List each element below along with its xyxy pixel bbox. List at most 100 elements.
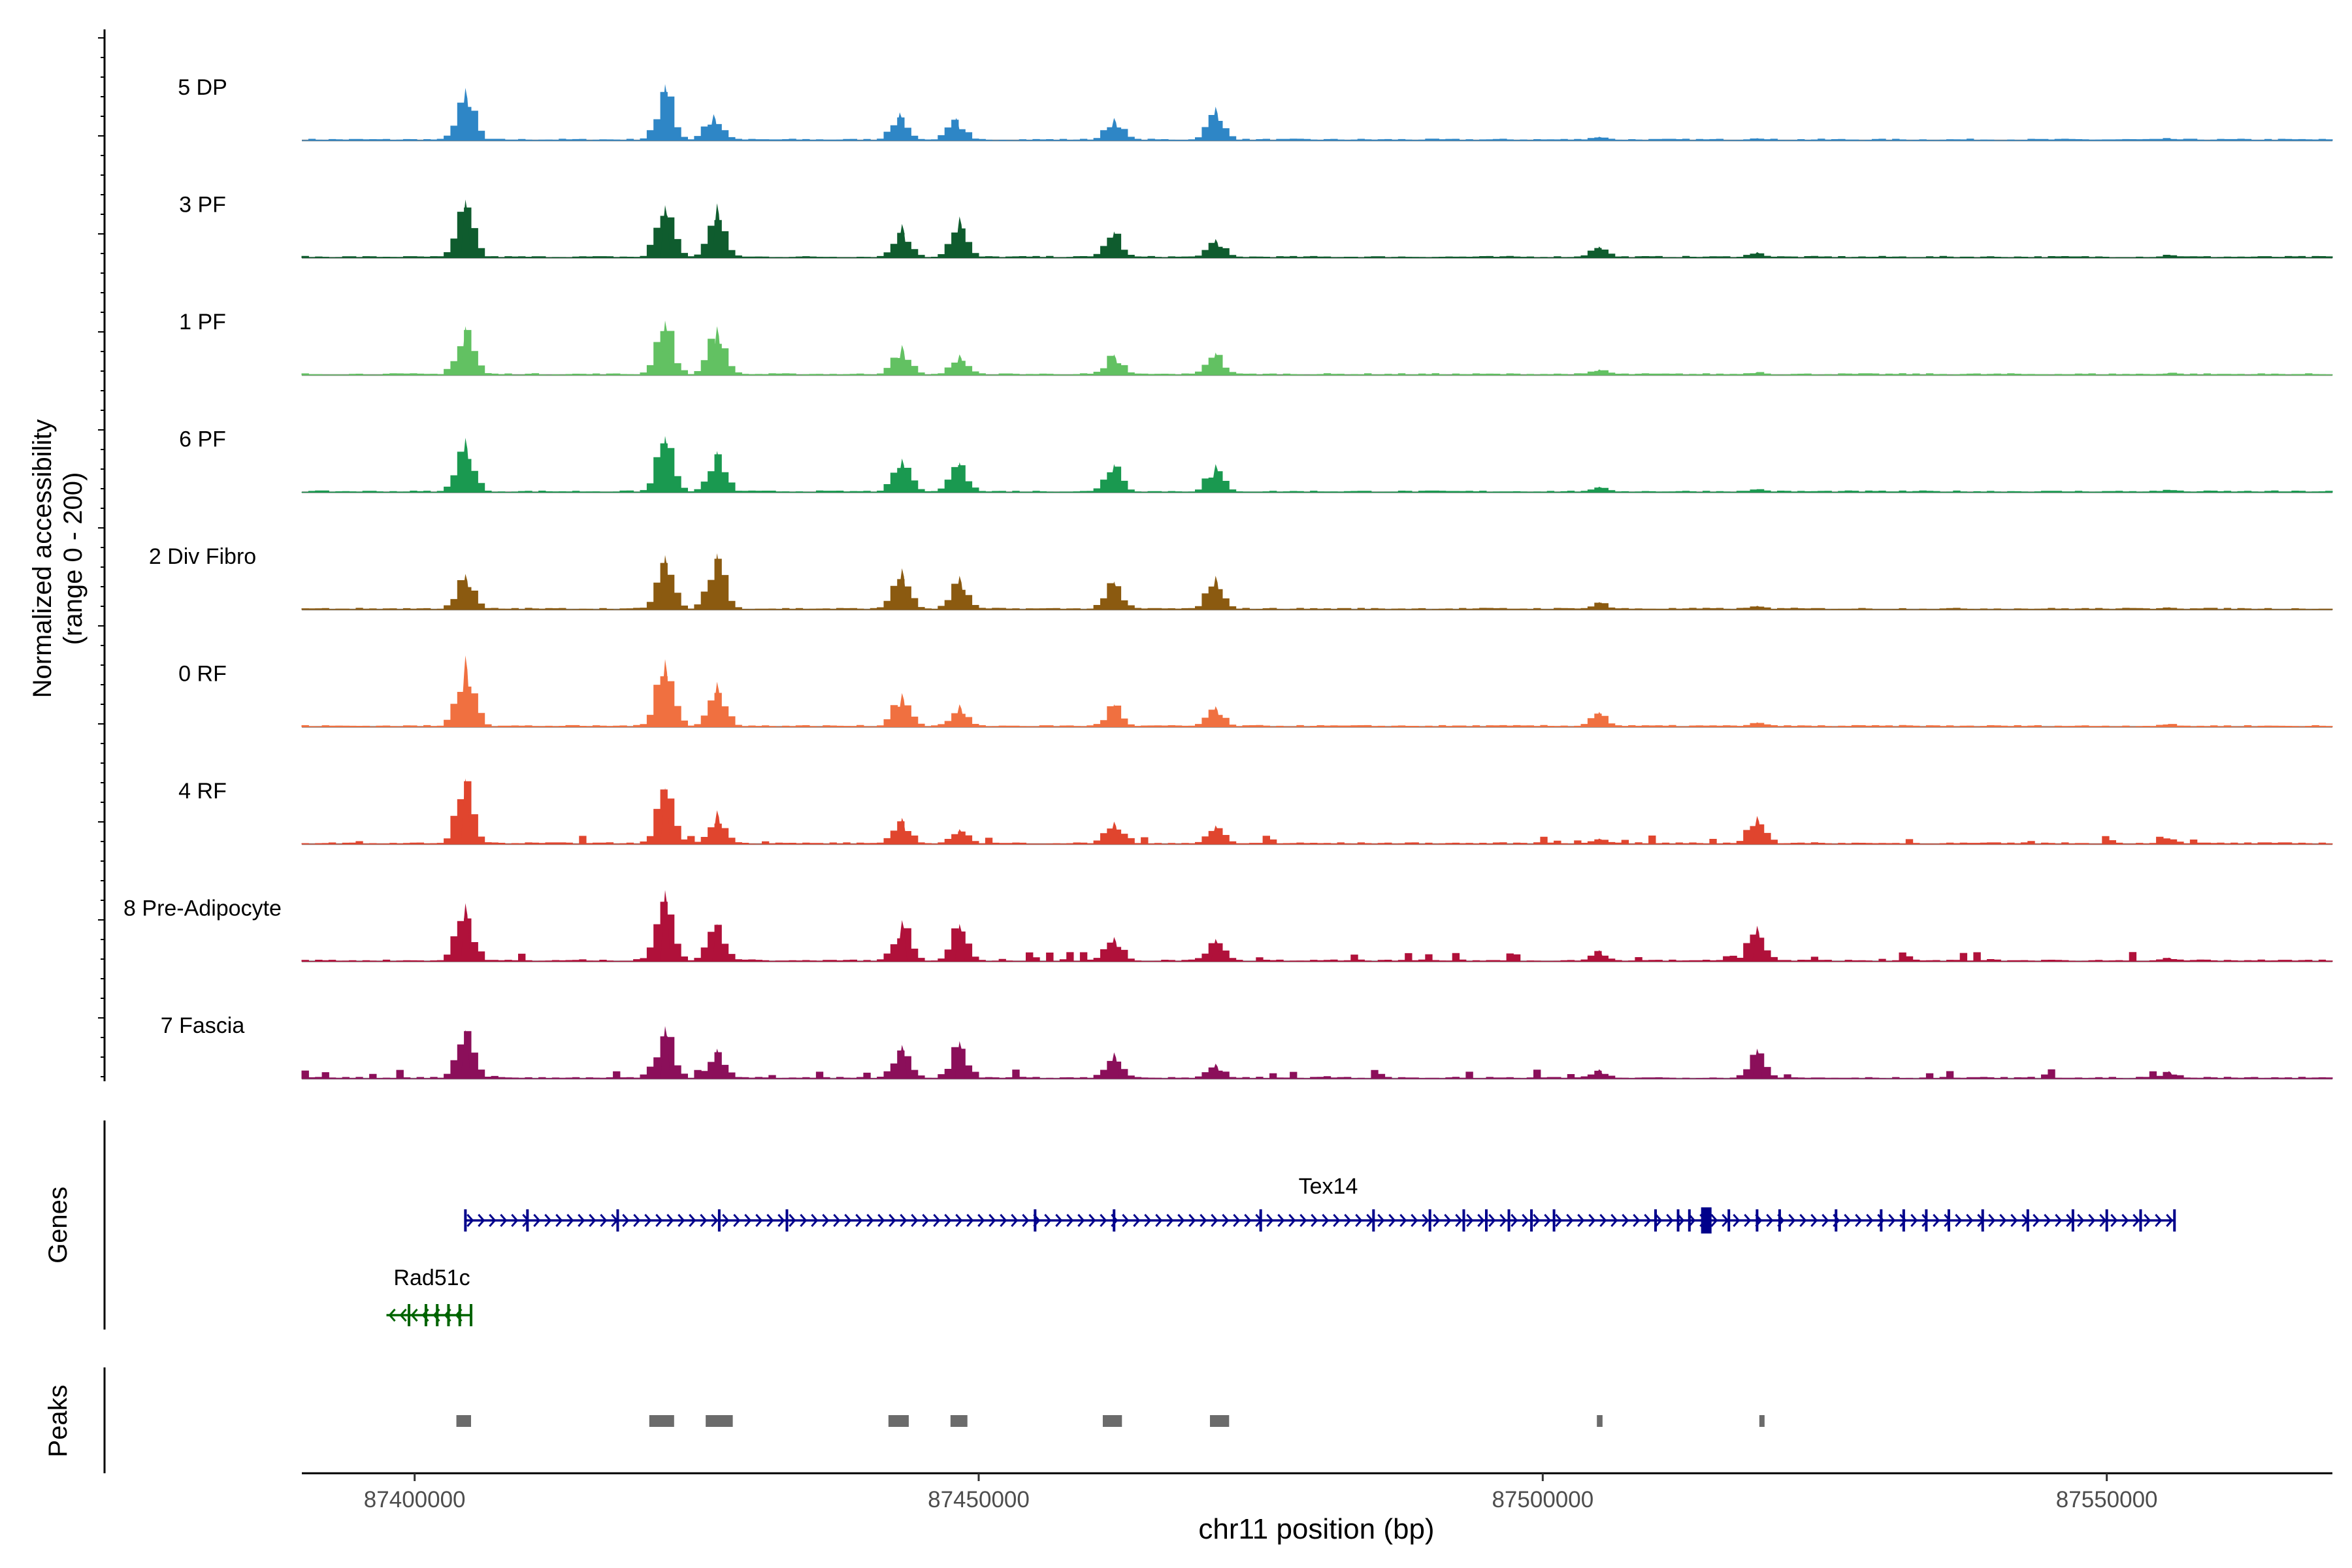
track-peak	[955, 354, 965, 375]
strand-arrow	[1411, 1214, 1418, 1227]
track-coverage	[301, 330, 2333, 376]
strand-arrow	[2110, 1214, 2118, 1227]
strand-arrow	[1844, 1214, 1852, 1227]
strand-arrow	[1499, 1214, 1507, 1227]
peak-regions	[456, 1415, 1765, 1427]
exon-thick	[1701, 1207, 1712, 1233]
exon	[717, 1209, 721, 1232]
track-peak	[1211, 106, 1221, 140]
track-peak	[660, 890, 670, 962]
strand-arrow	[1788, 1214, 1796, 1227]
track-0: 5 DP	[178, 75, 2333, 142]
strand-arrow	[1899, 1214, 1907, 1227]
track-peak	[1109, 231, 1120, 258]
strand-arrow	[633, 1214, 641, 1227]
exon	[785, 1209, 789, 1232]
track-peak	[660, 436, 670, 493]
strand-arrow	[822, 1214, 830, 1227]
exon	[1530, 1209, 1533, 1232]
strand-arrow	[466, 1214, 474, 1227]
track-peak	[1211, 576, 1221, 610]
strand-arrow	[511, 1214, 519, 1227]
exon	[1756, 1209, 1759, 1232]
track-label: 0 RF	[178, 662, 227, 687]
track-peak	[660, 787, 670, 844]
strand-arrow	[555, 1214, 563, 1227]
track-label: 2 Div Fibro	[149, 544, 256, 569]
strand-arrow	[1799, 1214, 1807, 1227]
strand-arrow	[977, 1214, 985, 1227]
strand-arrow	[1577, 1214, 1585, 1227]
strand-arrow	[1355, 1214, 1363, 1227]
track-peak	[1109, 581, 1120, 610]
exon	[1428, 1209, 1431, 1232]
track-1: 3 PF	[179, 193, 2333, 259]
track-peak	[1594, 602, 1605, 610]
track-peak	[660, 659, 670, 727]
strand-arrow	[2155, 1214, 2163, 1227]
x-tick-label: 87500000	[1492, 1487, 1593, 1512]
exon	[1259, 1209, 1262, 1232]
track-peak	[1211, 464, 1221, 493]
strand-arrow	[966, 1214, 974, 1227]
strand-arrow	[877, 1214, 885, 1227]
strand-arrow	[1733, 1214, 1740, 1227]
track-peak	[1211, 825, 1221, 844]
strand-arrow	[1011, 1214, 1019, 1227]
track-peak	[1109, 821, 1120, 844]
strand-arrow	[1522, 1214, 1529, 1227]
strand-arrow	[1077, 1214, 1085, 1227]
exon	[1925, 1209, 1928, 1232]
track-peak	[1109, 354, 1120, 375]
strand-arrow	[866, 1214, 874, 1227]
exon	[1113, 1209, 1116, 1232]
strand-arrow	[1344, 1214, 1352, 1227]
track-peak	[1752, 138, 1763, 140]
strand-arrow	[1066, 1214, 1074, 1227]
strand-arrow	[1588, 1214, 1596, 1227]
peak-region	[888, 1415, 909, 1427]
track-peak	[1752, 606, 1763, 610]
track-peak	[895, 112, 906, 140]
exon	[1902, 1209, 1905, 1232]
strand-arrow	[833, 1214, 841, 1227]
track-peak	[1594, 137, 1605, 140]
track-peak	[1752, 925, 1763, 962]
track-peak	[660, 205, 670, 258]
track-peak	[2164, 1071, 2174, 1079]
peak-region	[1597, 1415, 1603, 1427]
track-peak	[2164, 607, 2174, 610]
strand-arrow	[889, 1214, 896, 1227]
track-peak	[1594, 1069, 1605, 1079]
strand-arrow	[955, 1214, 963, 1227]
track-peak	[955, 1041, 965, 1079]
strand-arrow	[722, 1214, 730, 1227]
track-peak	[712, 1049, 723, 1079]
strand-arrow	[1155, 1214, 1163, 1227]
x-axis-label: chr11 position (bp)	[1198, 1513, 1434, 1545]
strand-arrow	[1488, 1214, 1496, 1227]
strand-arrow	[1388, 1214, 1396, 1227]
exon	[1654, 1209, 1657, 1232]
strand-arrow	[900, 1214, 907, 1227]
strand-arrow	[1821, 1214, 1829, 1227]
strand-arrow	[1022, 1214, 1030, 1227]
strand-arrow	[2088, 1214, 2096, 1227]
track-peak	[461, 778, 471, 844]
track-peak	[709, 114, 719, 140]
track-peak	[1109, 118, 1120, 140]
strand-arrow	[1666, 1214, 1674, 1227]
strand-arrow	[944, 1214, 952, 1227]
strand-arrow	[1266, 1214, 1274, 1227]
strand-arrow	[2144, 1214, 2151, 1227]
strand-arrow	[478, 1214, 485, 1227]
track-peak	[1211, 352, 1221, 375]
track-label: 4 RF	[178, 779, 227, 804]
track-peak	[660, 84, 670, 140]
strand-arrow	[1177, 1214, 1185, 1227]
strand-arrow	[1188, 1214, 1196, 1227]
strand-arrow	[1744, 1214, 1752, 1227]
strand-arrow	[1200, 1214, 1207, 1227]
strand-arrow	[1444, 1214, 1452, 1227]
strand-arrow	[800, 1214, 808, 1227]
